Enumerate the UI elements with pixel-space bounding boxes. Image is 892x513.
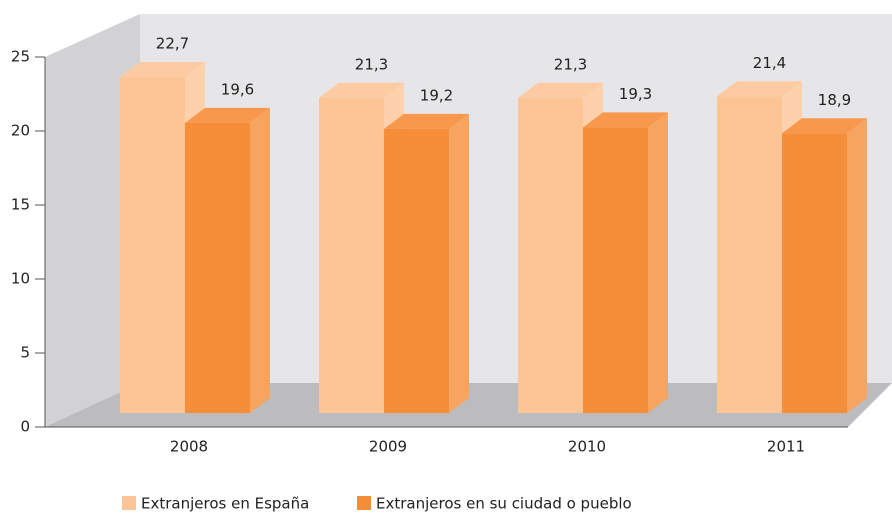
side-wall xyxy=(45,14,140,427)
value-label: 22,7 xyxy=(156,35,189,53)
legend-label: Extranjeros en España xyxy=(141,495,309,513)
bar xyxy=(782,133,847,413)
bar-top xyxy=(319,82,404,98)
value-label: 21,4 xyxy=(753,54,786,72)
y-tick-label: 10 xyxy=(11,270,30,288)
bar-top xyxy=(583,112,668,128)
bar xyxy=(384,128,449,413)
y-tick-label: 25 xyxy=(11,48,30,66)
value-label: 19,3 xyxy=(619,85,652,103)
y-tick-label: 20 xyxy=(11,122,30,140)
value-label: 19,2 xyxy=(420,86,453,104)
x-tick-label: 2011 xyxy=(767,438,805,456)
bar-top xyxy=(782,118,867,134)
bar xyxy=(717,96,782,413)
x-tick-label: 2010 xyxy=(568,438,606,456)
bar-top xyxy=(120,62,205,78)
value-label: 21,3 xyxy=(355,55,388,73)
bar-top xyxy=(384,113,469,129)
value-label: 18,9 xyxy=(818,91,851,109)
y-tick-label: 5 xyxy=(20,344,30,362)
x-tick-label: 2008 xyxy=(170,438,208,456)
bar-side xyxy=(449,113,469,413)
bar-side xyxy=(648,112,668,414)
bar-side xyxy=(847,118,867,413)
y-tick-label: 0 xyxy=(20,418,30,436)
bar-top xyxy=(717,81,802,97)
bar xyxy=(319,97,384,413)
bar-top xyxy=(518,82,603,98)
bar-side xyxy=(250,107,270,414)
x-tick-label: 2009 xyxy=(369,438,407,456)
y-tick-label: 15 xyxy=(11,196,30,214)
bar-top xyxy=(185,107,270,123)
bar xyxy=(185,122,250,414)
bar xyxy=(120,77,185,413)
legend-swatch xyxy=(122,496,136,510)
bar xyxy=(518,97,583,413)
value-label: 21,3 xyxy=(554,55,587,73)
legend-swatch xyxy=(357,496,371,510)
bar xyxy=(583,127,648,414)
value-label: 19,6 xyxy=(221,80,254,98)
legend-label: Extranjeros en su ciudad o pueblo xyxy=(376,495,632,513)
